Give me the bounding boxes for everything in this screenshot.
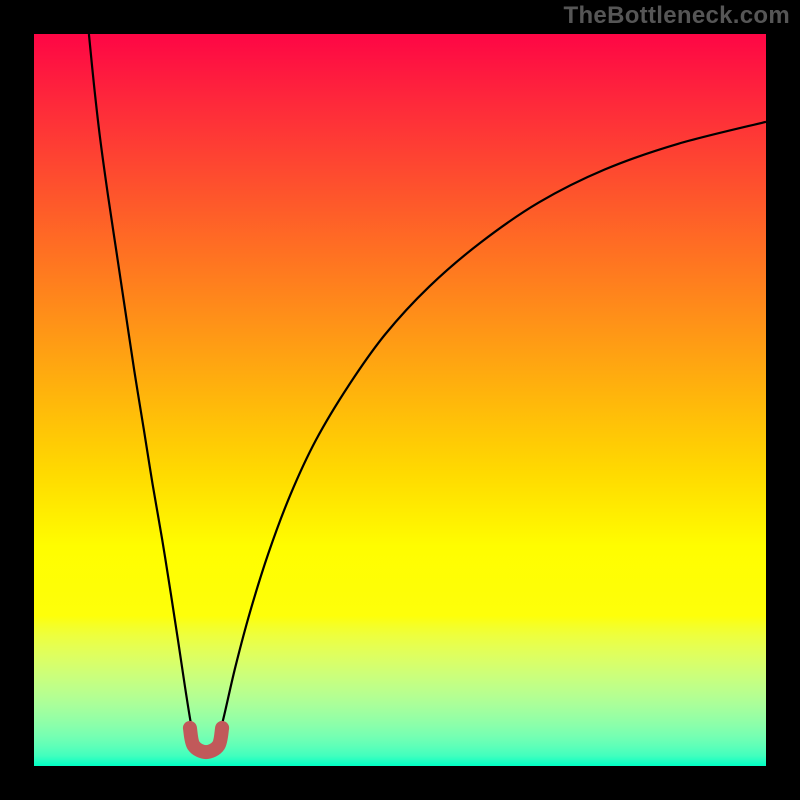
plot-area [34,34,766,766]
bottleneck-figure: TheBottleneck.com [0,0,800,800]
gradient-background [34,34,766,766]
attribution-text: TheBottleneck.com [564,2,790,30]
plot-svg [34,34,766,766]
